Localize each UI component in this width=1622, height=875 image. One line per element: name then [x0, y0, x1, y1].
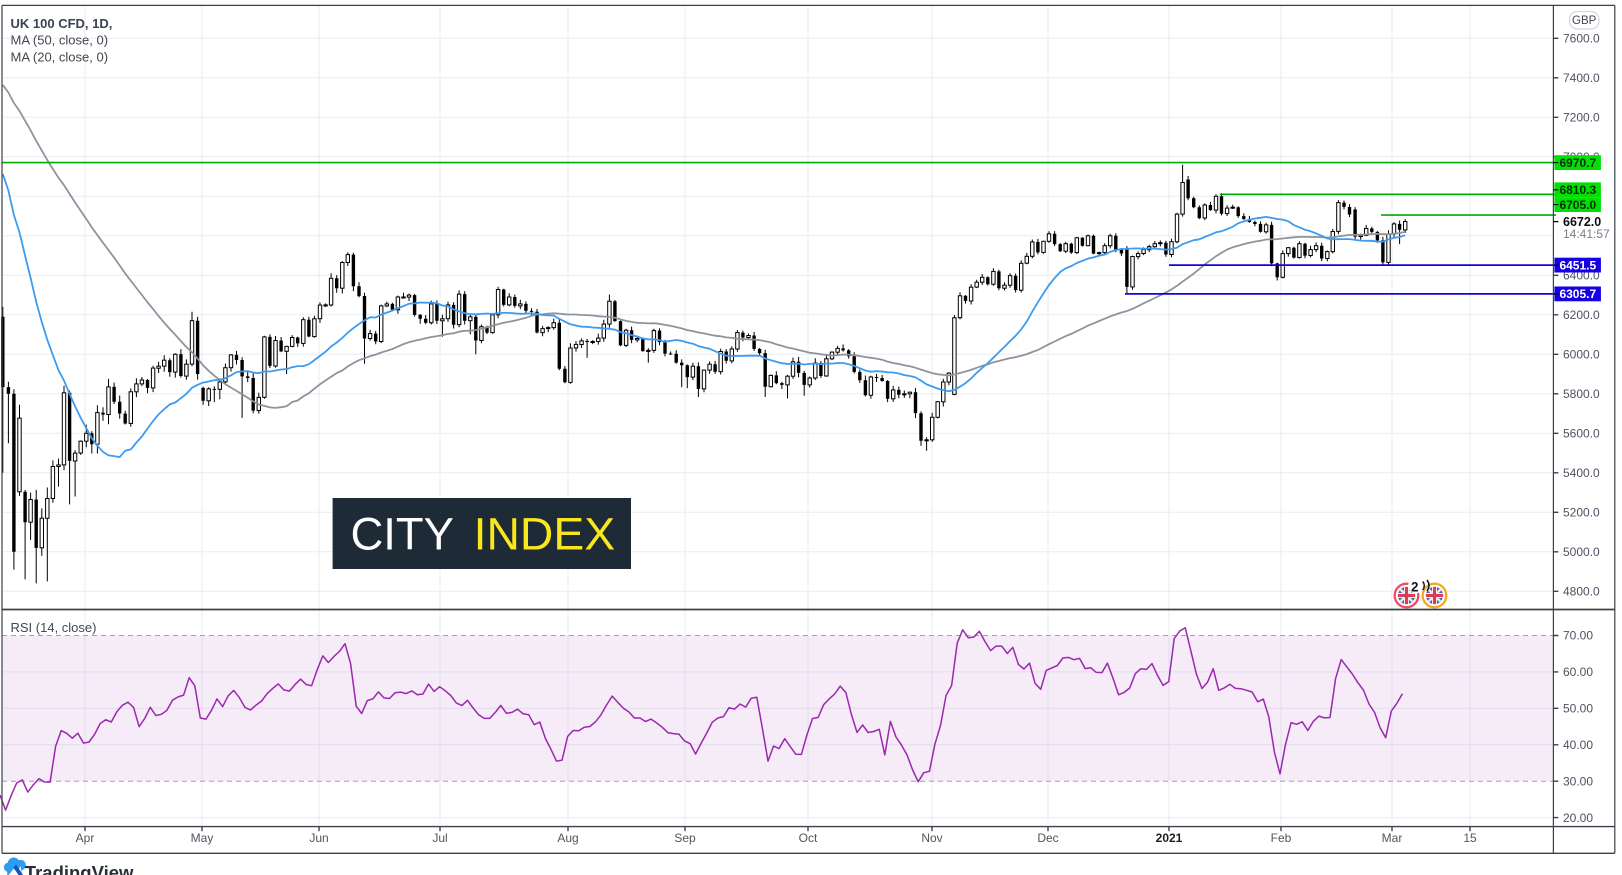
svg-text:Dec: Dec — [1037, 831, 1058, 845]
svg-text:14:41:57: 14:41:57 — [1563, 227, 1610, 241]
svg-text:Aug: Aug — [557, 831, 578, 845]
svg-text:CITY: CITY — [351, 509, 455, 560]
svg-text:Mar: Mar — [1382, 831, 1403, 845]
svg-text:4800.0: 4800.0 — [1563, 585, 1600, 599]
svg-text:5400.0: 5400.0 — [1563, 466, 1600, 480]
svg-text:UK 100 CFD, 1D,: UK 100 CFD, 1D, — [11, 16, 113, 31]
svg-text:2021: 2021 — [1156, 831, 1183, 845]
svg-text:20.00: 20.00 — [1563, 811, 1593, 825]
svg-text:5800.0: 5800.0 — [1563, 387, 1600, 401]
svg-text:5600.0: 5600.0 — [1563, 427, 1600, 441]
svg-text:2: 2 — [1411, 580, 1419, 595]
svg-text:TradingView: TradingView — [25, 862, 134, 875]
svg-text:MA (20, close, 0): MA (20, close, 0) — [11, 49, 109, 64]
svg-text:Jun: Jun — [309, 831, 328, 845]
svg-text:7600.0: 7600.0 — [1563, 32, 1600, 46]
svg-text:Feb: Feb — [1271, 831, 1292, 845]
svg-text:50.00: 50.00 — [1563, 702, 1593, 716]
svg-text:GBP: GBP — [1572, 15, 1597, 27]
svg-text:Apr: Apr — [76, 831, 95, 845]
svg-text:RSI (14, close): RSI (14, close) — [11, 620, 97, 635]
svg-text:40.00: 40.00 — [1563, 738, 1593, 752]
svg-text:6705.0: 6705.0 — [1559, 198, 1596, 212]
svg-text:60.00: 60.00 — [1563, 665, 1593, 679]
svg-text:6200.0: 6200.0 — [1563, 308, 1600, 322]
svg-text:MA (50, close, 0): MA (50, close, 0) — [11, 33, 109, 48]
svg-text:6000.0: 6000.0 — [1563, 348, 1600, 362]
svg-text:May: May — [191, 831, 214, 845]
svg-text:6810.3: 6810.3 — [1559, 183, 1596, 197]
svg-text:15: 15 — [1463, 831, 1477, 845]
svg-text:6451.5: 6451.5 — [1559, 258, 1596, 272]
svg-text:INDEX: INDEX — [474, 509, 615, 560]
svg-text:6672.0: 6672.0 — [1563, 215, 1601, 229]
svg-text:Sep: Sep — [674, 831, 696, 845]
svg-text:5200.0: 5200.0 — [1563, 506, 1600, 520]
svg-text:7200.0: 7200.0 — [1563, 111, 1600, 125]
svg-text:Jul: Jul — [432, 831, 447, 845]
svg-text:30.00: 30.00 — [1563, 774, 1593, 788]
svg-text:70.00: 70.00 — [1563, 629, 1593, 643]
svg-text:Nov: Nov — [921, 831, 942, 845]
svg-text:6305.7: 6305.7 — [1559, 287, 1596, 301]
svg-text:6970.7: 6970.7 — [1559, 156, 1596, 170]
svg-text:Oct: Oct — [799, 831, 818, 845]
svg-text:5000.0: 5000.0 — [1563, 545, 1600, 559]
svg-text:7400.0: 7400.0 — [1563, 71, 1600, 85]
